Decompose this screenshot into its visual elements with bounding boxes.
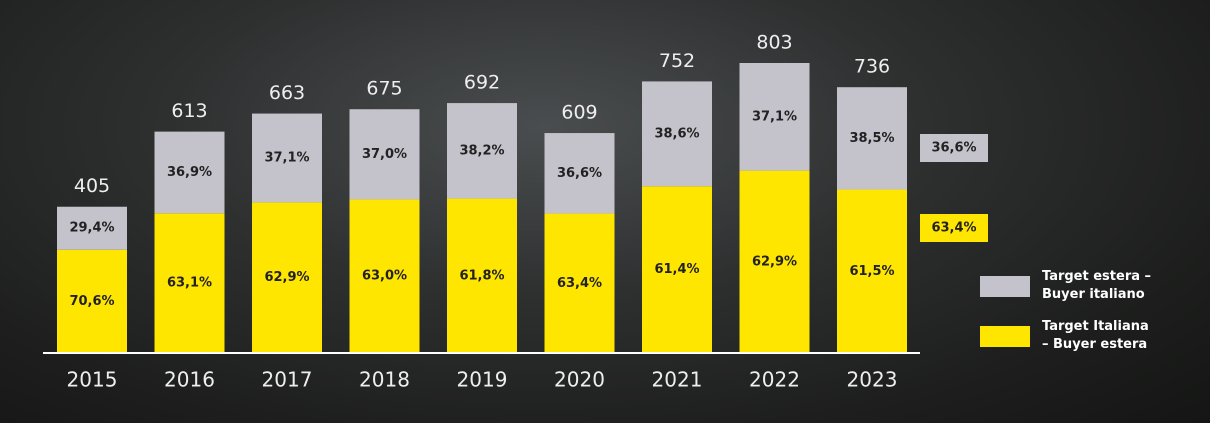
total-label: 736 (854, 56, 890, 78)
x-tick-label: 2020 (554, 368, 605, 392)
value-label: 38,2% (459, 143, 504, 158)
bar-segment (154, 131, 225, 214)
bar-segment (252, 202, 322, 353)
legend-swatch (980, 275, 1030, 297)
bar-segment (252, 113, 322, 203)
value-label: 61,5% (849, 264, 894, 279)
total-label: 675 (366, 78, 402, 100)
value-label: 62,9% (264, 270, 309, 285)
bar-segment (837, 189, 907, 353)
value-label: 37,0% (362, 147, 407, 162)
x-tick-label: 2016 (164, 368, 215, 392)
bar-segment (447, 103, 517, 199)
bar-segment (57, 249, 127, 353)
legend-swatch (980, 325, 1030, 347)
value-label: 37,1% (264, 150, 309, 165)
bar-segment (349, 109, 420, 200)
value-label: 70,6% (69, 294, 114, 309)
summary-box (920, 134, 988, 162)
legend-label: Target estera – Buyer italiano (1042, 269, 1152, 302)
bar-segment (544, 213, 615, 353)
value-label: 61,8% (459, 268, 504, 283)
value-label: 63,1% (167, 276, 212, 291)
total-label: 609 (561, 102, 597, 124)
value-label: 61,4% (654, 262, 699, 277)
value-label: 63,0% (362, 269, 407, 284)
value-label: 36,9% (167, 165, 212, 180)
legend-item: Target estera – Buyer italiano (980, 268, 1180, 304)
summary-label: 36,6% (931, 141, 976, 156)
bar-segment (349, 199, 420, 353)
value-label: 62,9% (752, 254, 797, 269)
x-tick-label: 2019 (457, 368, 508, 392)
bar-segment (57, 206, 127, 250)
summary-label: 63,4% (931, 221, 976, 236)
x-tick-label: 2015 (67, 368, 118, 392)
total-label: 692 (464, 72, 500, 94)
value-label: 38,6% (654, 126, 699, 141)
x-tick-label: 2023 (847, 368, 898, 392)
bar-segment (447, 198, 517, 353)
value-label: 37,1% (752, 109, 797, 124)
legend-label: Target Italiana – Buyer estera (1042, 319, 1149, 352)
bar-segment (642, 186, 712, 353)
total-label: 663 (269, 82, 305, 104)
value-label: 63,4% (557, 276, 602, 291)
bar-segment (544, 133, 615, 214)
x-tick-label: 2022 (749, 368, 800, 392)
x-tick-label: 2021 (652, 368, 703, 392)
x-tick-label: 2018 (359, 368, 410, 392)
bar-segment (837, 87, 907, 190)
value-label: 38,5% (849, 131, 894, 146)
bar-segment (642, 81, 712, 187)
total-label: 803 (756, 32, 792, 54)
total-label: 405 (74, 175, 110, 197)
x-tick-label: 2017 (262, 368, 313, 392)
total-label: 613 (171, 100, 207, 122)
value-label: 36,6% (557, 166, 602, 181)
value-label: 29,4% (69, 221, 114, 236)
bar-segment (739, 170, 810, 353)
legend-item: Target Italiana – Buyer estera (980, 318, 1180, 354)
total-label: 752 (659, 50, 695, 72)
bar-segment (154, 213, 225, 353)
summary-box (920, 214, 988, 242)
bar-segment (739, 63, 810, 171)
